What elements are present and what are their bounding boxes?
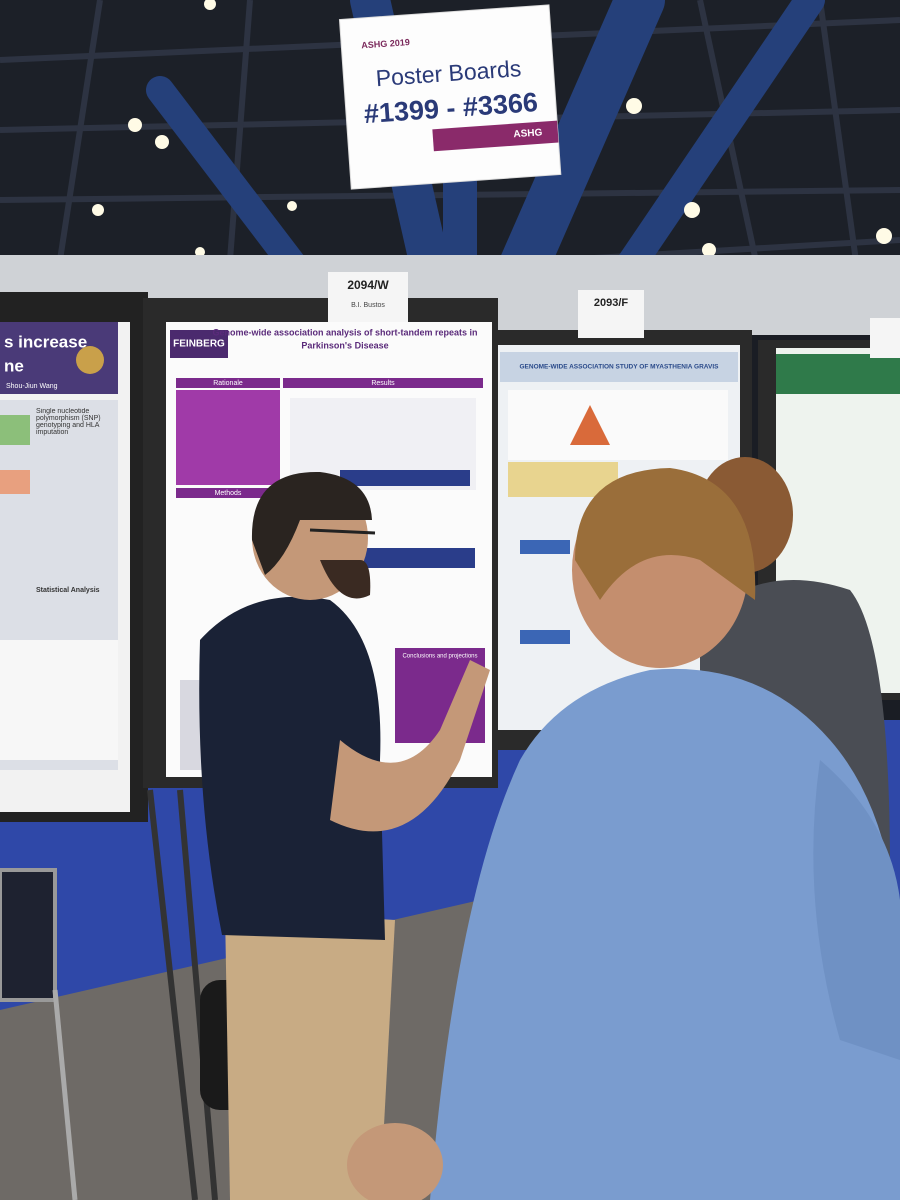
scene-detail: [876, 228, 892, 244]
scene-detail: [57, 0, 103, 261]
poster-block: [0, 470, 30, 494]
poster-block: [0, 415, 30, 445]
poster-section: Conclusions and projections: [402, 654, 477, 660]
poster-title: GENOME-WIDE ASSOCIATION STUDY OF MYASTHE…: [520, 364, 720, 371]
poster-text-block: [176, 390, 280, 485]
foreground-shirt: [430, 668, 900, 1200]
easel-legs: [147, 789, 218, 1200]
board-label: [328, 272, 408, 326]
scene-detail: [155, 135, 169, 149]
poster-logo: [170, 330, 228, 358]
presenter-hair: [251, 471, 372, 575]
presenter-glasses: [309, 528, 376, 535]
poster-section-bar: [283, 378, 483, 388]
poster-section: Single nucleotide polymorphism (SNP) gen…: [36, 408, 101, 436]
poster-section: Results: [371, 380, 395, 387]
presenter-pants: [225, 910, 395, 1200]
scene-detail: [204, 0, 216, 10]
poster-section-bar: [176, 378, 280, 388]
presenter-arm: [330, 660, 490, 832]
scene-detail: [626, 98, 642, 114]
poster-plot-points: [340, 470, 470, 486]
foreground-hand: [347, 1123, 443, 1200]
poster-plot-points: [350, 548, 475, 568]
foreground-arm: [813, 760, 900, 1060]
presenter-shirt: [199, 596, 385, 940]
sign-band: [432, 120, 559, 152]
poster-header: [500, 352, 738, 382]
poster-figure-shape: [570, 405, 610, 445]
board-number: 2093/F: [594, 297, 629, 309]
poster-logo: [76, 346, 104, 374]
poster-title: s increase: [4, 332, 87, 351]
poster-plot: [520, 540, 570, 554]
poster-title: ne: [4, 356, 24, 375]
scene-detail: [177, 789, 218, 1200]
poster-figure: [508, 390, 728, 460]
sign: ASHG 2019 Poster Boards #1399 - #3366 AS…: [338, 4, 562, 190]
poster-plot: [520, 630, 570, 644]
poster-header: [776, 354, 900, 394]
scene-detail: [195, 247, 205, 257]
poster-section: Statistical Analysis: [36, 587, 100, 594]
chair-leg: [52, 989, 78, 1200]
foreground-hair: [575, 468, 756, 600]
scene-detail: [817, 0, 863, 291]
scene-detail: [128, 118, 142, 132]
board-label: [870, 318, 900, 358]
sign-logo: ASHG: [513, 127, 543, 140]
sign-event: ASHG 2019: [361, 37, 410, 50]
poster-section: Rationale: [213, 380, 243, 387]
poster-table: [0, 640, 118, 760]
board-number: 2094/W: [347, 278, 389, 292]
poster-section-text: Single nucleotide polymorphism (SNP) gen…: [36, 408, 101, 436]
scene-detail: [92, 204, 104, 216]
presenter-beard: [320, 560, 371, 599]
poster-section: Methods: [215, 490, 242, 497]
scene-detail: [147, 789, 198, 1200]
scene-detail: [684, 202, 700, 218]
board-label: [578, 290, 644, 338]
poster-title: Genome-wide association analysis of shor…: [212, 327, 477, 337]
poster-title: Parkinson's Disease: [301, 340, 388, 350]
scene-detail: [702, 243, 716, 257]
scene-detail: [287, 201, 297, 211]
board-name: B.I. Bustos: [351, 302, 385, 309]
chair: [0, 868, 57, 1002]
poster-institution: FEINBERG: [173, 339, 225, 350]
scene-detail: [227, 0, 253, 261]
poster-section-bar: [176, 488, 280, 498]
poster-author: Shou-Jiun Wang: [6, 383, 58, 390]
